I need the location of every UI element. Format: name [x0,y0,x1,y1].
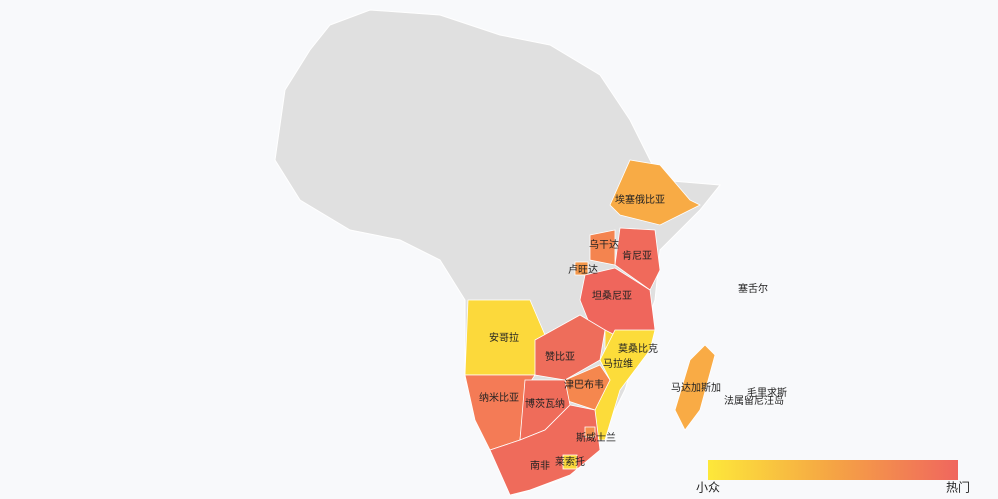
region-label: 南非 [530,459,550,472]
region [674,344,716,431]
region-label: 马拉维 [603,357,633,370]
region-label: 津巴布韦 [564,379,604,391]
region-label: 莱索托 [555,455,585,468]
region-label: 毛里求斯 [747,386,787,399]
legend-low: 小众 [696,481,720,495]
region-label: 斯威士兰 [576,431,616,444]
region-label: 法属留尼汪岛 [724,394,784,407]
region-label: 安哥拉 [489,331,519,344]
region-label: 纳米比亚 [479,391,519,404]
region-label: 马达加斯加 [671,381,721,394]
region-label: 莫桑比克 [618,343,658,355]
region [609,159,701,226]
region-label: 坦桑尼亚 [592,289,632,302]
region [589,229,616,266]
legend-high: 热门 [946,480,970,495]
region-label: 肯尼亚 [622,249,652,262]
region [614,227,661,291]
region [594,329,656,441]
region [489,404,601,496]
region-label: 卢旺达 [568,263,598,276]
region-label: 博茨瓦纳 [525,397,565,410]
legend-bar [708,460,958,480]
regions [464,159,716,496]
region-label: 塞舌尔 [738,282,768,295]
region [562,454,578,470]
region [584,426,596,438]
region-label: 赞比亚 [545,350,575,363]
region-label: 埃塞俄比亚 [615,193,665,206]
region-label: 乌干达 [589,238,619,251]
